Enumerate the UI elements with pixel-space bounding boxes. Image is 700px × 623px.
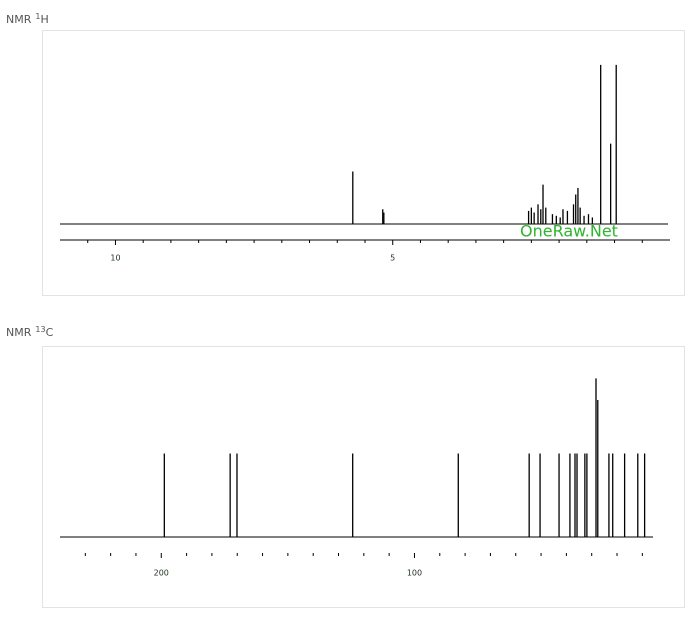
title-element: H [40,13,48,26]
title-text: NMR [6,13,32,26]
panel-title: NMR 1H [6,12,49,27]
title-superscript: 13 [35,325,45,334]
title-text: NMR [6,326,32,339]
x-tick-label: 5 [390,254,395,263]
x-tick-label: 200 [154,569,169,578]
x-tick-label: 10 [110,254,120,263]
panel-frame [42,30,685,296]
panel-frame [42,346,685,608]
title-superscript: 1 [35,12,40,21]
title-element: C [46,326,54,339]
panel-title: NMR 13C [6,325,54,340]
watermark: OneRaw.Net [520,222,618,241]
x-tick-label: 100 [407,569,422,578]
